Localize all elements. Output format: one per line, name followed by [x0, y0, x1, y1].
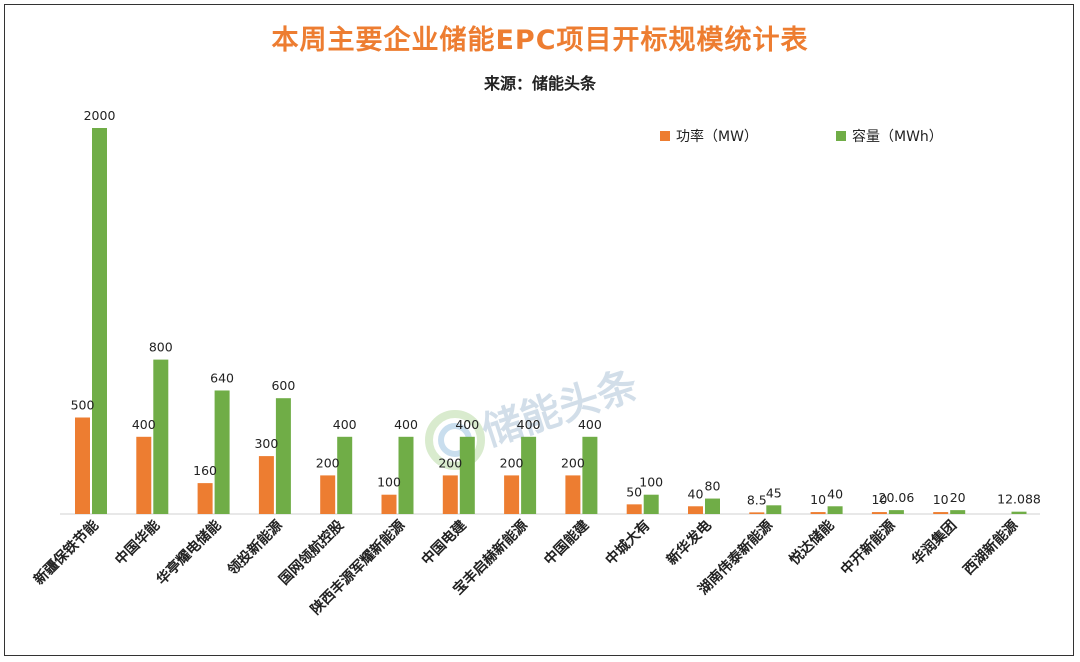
data-label-capacity-12: 40: [827, 486, 843, 501]
data-label-capacity-15: 12.088: [997, 492, 1041, 507]
legend-item-capacity: 容量（MWh）: [836, 126, 943, 146]
data-label-capacity-7: 400: [517, 417, 541, 432]
data-label-power-12: 10: [810, 492, 826, 507]
bar-capacity-7: [521, 436, 537, 514]
bar-power-14: [933, 512, 949, 514]
bar-power-13: [871, 512, 887, 514]
data-label-power-13: 10: [871, 492, 887, 507]
data-label-capacity-13: 20.06: [879, 490, 915, 505]
data-label-capacity-0: 2000: [84, 108, 116, 123]
bar-capacity-9: [643, 494, 659, 514]
data-label-power-4: 200: [316, 455, 340, 470]
category-label-10: 新华发电: [663, 517, 715, 569]
watermark-text: 储能头条: [477, 362, 643, 455]
data-label-capacity-1: 800: [149, 340, 173, 355]
bar-power-4: [320, 475, 336, 514]
bar-power-1: [136, 436, 152, 514]
category-label-6: 中国电建: [418, 517, 470, 569]
bar-power-0: [75, 417, 90, 514]
bar-capacity-13: [888, 510, 904, 514]
category-label-0: 新疆保铁节能: [30, 517, 101, 588]
category-label-12: 悦达储能: [786, 517, 838, 569]
data-label-power-8: 200: [561, 455, 585, 470]
data-label-capacity-10: 80: [705, 479, 721, 494]
data-label-power-1: 400: [132, 417, 156, 432]
bar-power-10: [688, 506, 703, 514]
bar-power-11: [749, 512, 765, 514]
bar-capacity-3: [275, 398, 291, 514]
legend-swatch-power: [660, 131, 670, 141]
bar-capacity-12: [827, 506, 843, 514]
bar-capacity-8: [582, 436, 598, 514]
bar-capacity-15: [1011, 511, 1027, 514]
legend-label-capacity: 容量（MWh）: [852, 129, 943, 145]
category-label-9: 中城大有: [602, 517, 654, 569]
bar-power-9: [626, 504, 642, 514]
data-label-power-11: 8.5: [747, 492, 767, 507]
chart-frame: [4, 4, 1074, 656]
category-label-15: 西湖新能源: [960, 517, 1022, 579]
legend-swatch-capacity: [836, 131, 846, 141]
data-label-capacity-4: 400: [333, 417, 357, 432]
bar-power-6: [442, 475, 458, 514]
bar-capacity-6: [459, 436, 475, 514]
category-label-1: 中国华能: [112, 517, 164, 569]
data-label-power-6: 200: [438, 455, 462, 470]
bar-power-8: [565, 475, 581, 514]
bar-capacity-2: [214, 390, 230, 514]
data-label-capacity-3: 600: [271, 378, 295, 393]
bar-capacity-5: [398, 436, 414, 514]
legend-label-power: 功率（MW）: [676, 129, 758, 145]
category-label-2: 华亭耀电储能: [153, 517, 224, 588]
chart-title: 本周主要企业储能EPC项目开标规模统计表: [271, 25, 809, 56]
data-label-power-2: 160: [193, 463, 217, 478]
data-label-power-10: 40: [688, 486, 704, 501]
data-label-capacity-11: 45: [766, 485, 782, 500]
category-label-13: 中开新能源: [837, 517, 899, 579]
bar-capacity-4: [337, 436, 353, 514]
data-label-power-7: 200: [500, 455, 524, 470]
bar-capacity-0: [92, 128, 107, 514]
legend-item-power: 功率（MW）: [660, 126, 758, 146]
watermark-logo-icon: [425, 410, 485, 470]
bar-capacity-10: [705, 498, 720, 514]
bar-capacity-14: [950, 510, 966, 514]
data-label-power-9: 50: [626, 484, 642, 499]
bar-capacity-1: [153, 359, 169, 514]
bar-power-7: [504, 475, 520, 514]
data-label-capacity-5: 400: [394, 417, 418, 432]
data-label-power-5: 100: [377, 475, 401, 490]
bar-power-2: [197, 483, 213, 514]
category-label-8: 中国能建: [541, 517, 593, 569]
category-label-3: 领投新能源: [224, 517, 286, 579]
category-label-14: 华润集团: [908, 517, 960, 569]
data-label-capacity-8: 400: [578, 417, 602, 432]
data-label-capacity-6: 400: [455, 417, 479, 432]
data-label-power-14: 10: [933, 492, 949, 507]
data-label-capacity-14: 20: [950, 490, 966, 505]
data-label-power-3: 300: [254, 436, 278, 451]
bar-power-5: [381, 494, 397, 514]
bar-power-3: [258, 456, 274, 514]
bar-capacity-11: [766, 505, 782, 514]
chart-subtitle: 来源：储能头条: [483, 74, 596, 93]
data-label-capacity-9: 100: [639, 475, 663, 490]
data-label-power-0: 500: [71, 398, 95, 413]
data-label-capacity-2: 640: [210, 370, 234, 385]
bar-power-12: [810, 512, 826, 514]
